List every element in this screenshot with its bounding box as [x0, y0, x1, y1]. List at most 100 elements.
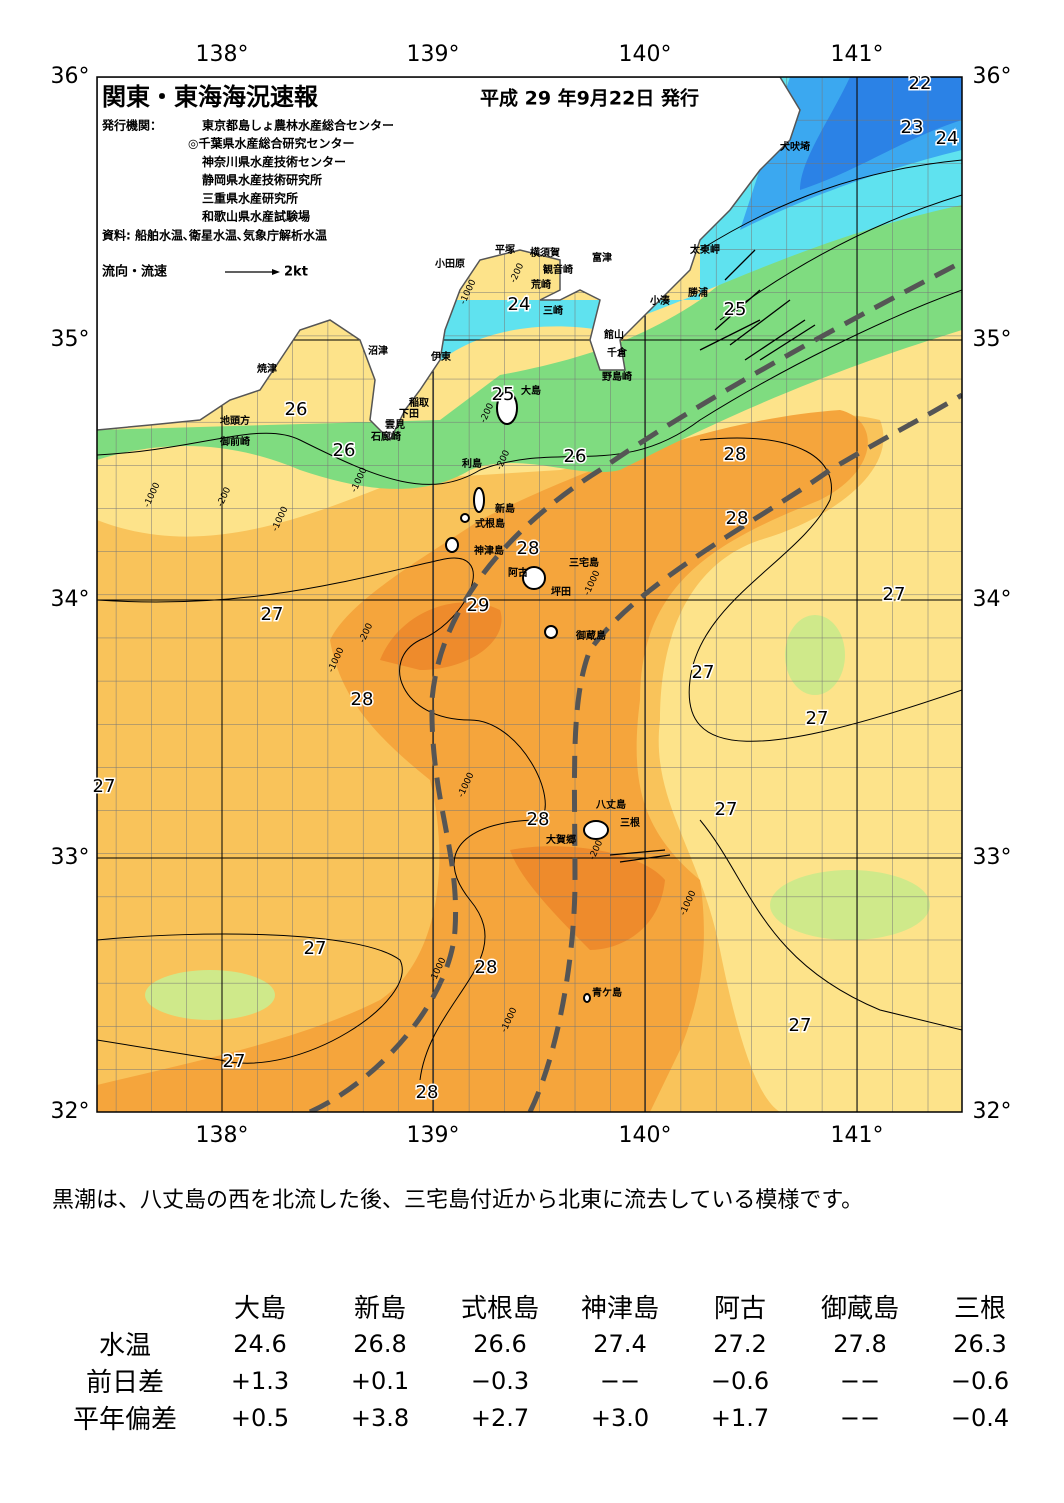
- legend-label: 流向・流速: [102, 264, 167, 280]
- isotherm-label: 28: [475, 957, 498, 978]
- issuer-label: 発行機関：: [101, 118, 162, 133]
- place-label: 荒崎: [530, 278, 551, 291]
- table-cell: −−: [839, 1366, 881, 1395]
- table-cell: −0.6: [950, 1366, 1010, 1395]
- land: [97, 77, 801, 442]
- current-arrow: [714, 289, 761, 331]
- corner: [50, 1288, 200, 1325]
- current-arrow: [724, 249, 756, 281]
- place-label: 八丈島: [595, 798, 626, 811]
- place-label: 小湊: [649, 294, 671, 307]
- isotherm-label: 25: [492, 384, 515, 405]
- isotherm-label: 26: [564, 446, 587, 467]
- table-cell: −0.3: [470, 1366, 530, 1395]
- zone-29: [380, 602, 665, 950]
- column-header: 式根島: [460, 1294, 539, 1324]
- column-header: 新島: [353, 1294, 406, 1324]
- issuer: ◎千葉県水産総合研究センター: [188, 136, 354, 151]
- place-label: 焼津: [257, 362, 277, 375]
- place-label: 地頭方: [220, 414, 250, 427]
- table-cell: +2.7: [470, 1403, 530, 1432]
- table-cell: −0.4: [950, 1403, 1010, 1432]
- current-arrows: [609, 249, 816, 863]
- lon-label: 140°: [619, 1123, 672, 1148]
- table-cell: 26.6: [473, 1329, 527, 1358]
- isotherm-label: 28: [351, 689, 374, 710]
- place-label: 伊東: [430, 350, 451, 363]
- isotherm-label: 28: [517, 538, 540, 559]
- place-label: 御蔵島: [575, 629, 606, 642]
- current-arrow: [744, 319, 806, 361]
- issuer: 静岡県水産技術研究所: [202, 172, 322, 187]
- isotherm-label: 27: [883, 584, 906, 605]
- table-cell: +0.1: [350, 1366, 410, 1395]
- issuer: 神奈川県水産技術センター: [202, 154, 346, 169]
- table-row: 水温 24.6 26.8 26.6 27.4 27.2 27.8 26.3: [50, 1325, 1040, 1362]
- table-cell: −−: [839, 1403, 881, 1432]
- place-label: 大賀郷: [546, 833, 576, 846]
- isotherm-label: 27: [223, 1051, 246, 1072]
- lon-label: 141°: [831, 42, 884, 67]
- isotherm: [97, 933, 403, 1064]
- isotherm-label: 27: [715, 799, 738, 820]
- cool-patch: [770, 870, 930, 940]
- current-arrow: [729, 299, 791, 346]
- place-label: 稲取: [409, 396, 430, 409]
- lon-label: 139°: [407, 1123, 460, 1148]
- lat-label: 34°: [51, 587, 90, 612]
- isotherm-label: 27: [789, 1015, 812, 1036]
- place-label: 雲見: [385, 419, 405, 431]
- isotherm-label: 28: [724, 444, 747, 465]
- table-cell: 26.8: [353, 1329, 407, 1358]
- row-label: 平年偏差: [72, 1405, 177, 1435]
- zone-22: [800, 77, 962, 190]
- isotherm-label: 27: [93, 776, 116, 797]
- place-label: 式根島: [475, 517, 505, 530]
- kuroshio-edge: [308, 259, 962, 1112]
- row-label: 前日差: [85, 1368, 164, 1398]
- island: [583, 820, 609, 840]
- lat-label: 34°: [973, 587, 1012, 612]
- place-label: 新島: [495, 502, 515, 515]
- lat-label: 35°: [973, 327, 1012, 352]
- isotherm-label: 27: [261, 604, 284, 625]
- sea-temperature-map: [97, 77, 962, 1112]
- map-frame: [96, 76, 963, 1113]
- place-label: 下田: [399, 408, 419, 420]
- island: [473, 487, 485, 513]
- row-label: 水温: [98, 1331, 151, 1361]
- place-label: 富津: [592, 251, 612, 264]
- place-label: 野島崎: [602, 370, 632, 383]
- lat-label: 32°: [51, 1099, 90, 1124]
- table-cell: 26.3: [953, 1329, 1007, 1358]
- place-label: 館山: [603, 328, 624, 341]
- island: [522, 566, 546, 590]
- isotherm-label: 29: [467, 595, 490, 616]
- island: [460, 513, 470, 523]
- isotherm-label: 27: [692, 662, 715, 683]
- isotherm: [699, 159, 962, 251]
- issue-date: 平成 29 年9月22日 発行: [480, 87, 699, 110]
- isotherm-label: 24: [508, 294, 531, 315]
- column-header: 御蔵島: [820, 1294, 899, 1324]
- isotherm: [688, 437, 962, 742]
- cool-patch: [785, 615, 845, 695]
- place-label: 御前崎: [219, 435, 250, 448]
- place-label: 沼津: [368, 344, 388, 357]
- current-arrow: [609, 849, 666, 856]
- table-cell: 27.8: [833, 1329, 887, 1358]
- place-label: 観音崎: [543, 263, 573, 276]
- isotherm-label: 22: [909, 73, 932, 94]
- table-cell: 24.6: [233, 1329, 287, 1358]
- table-row: 前日差 +1.3 +0.1 −0.3 −− −0.6 −− −0.6: [50, 1362, 1040, 1399]
- lat-label: 33°: [973, 845, 1012, 870]
- table-cell: +3.0: [590, 1403, 650, 1432]
- zone-28: [97, 410, 868, 1112]
- map-title: 関東・東海海況速報: [102, 83, 319, 111]
- legend-arrowhead: [272, 269, 280, 275]
- isotherm-label: 26: [333, 440, 356, 461]
- place-label: 三崎: [543, 304, 563, 317]
- issuer: 三重県水産研究所: [202, 190, 298, 205]
- cool-patch: [145, 970, 275, 1020]
- place-label: 犬吠埼: [780, 140, 810, 153]
